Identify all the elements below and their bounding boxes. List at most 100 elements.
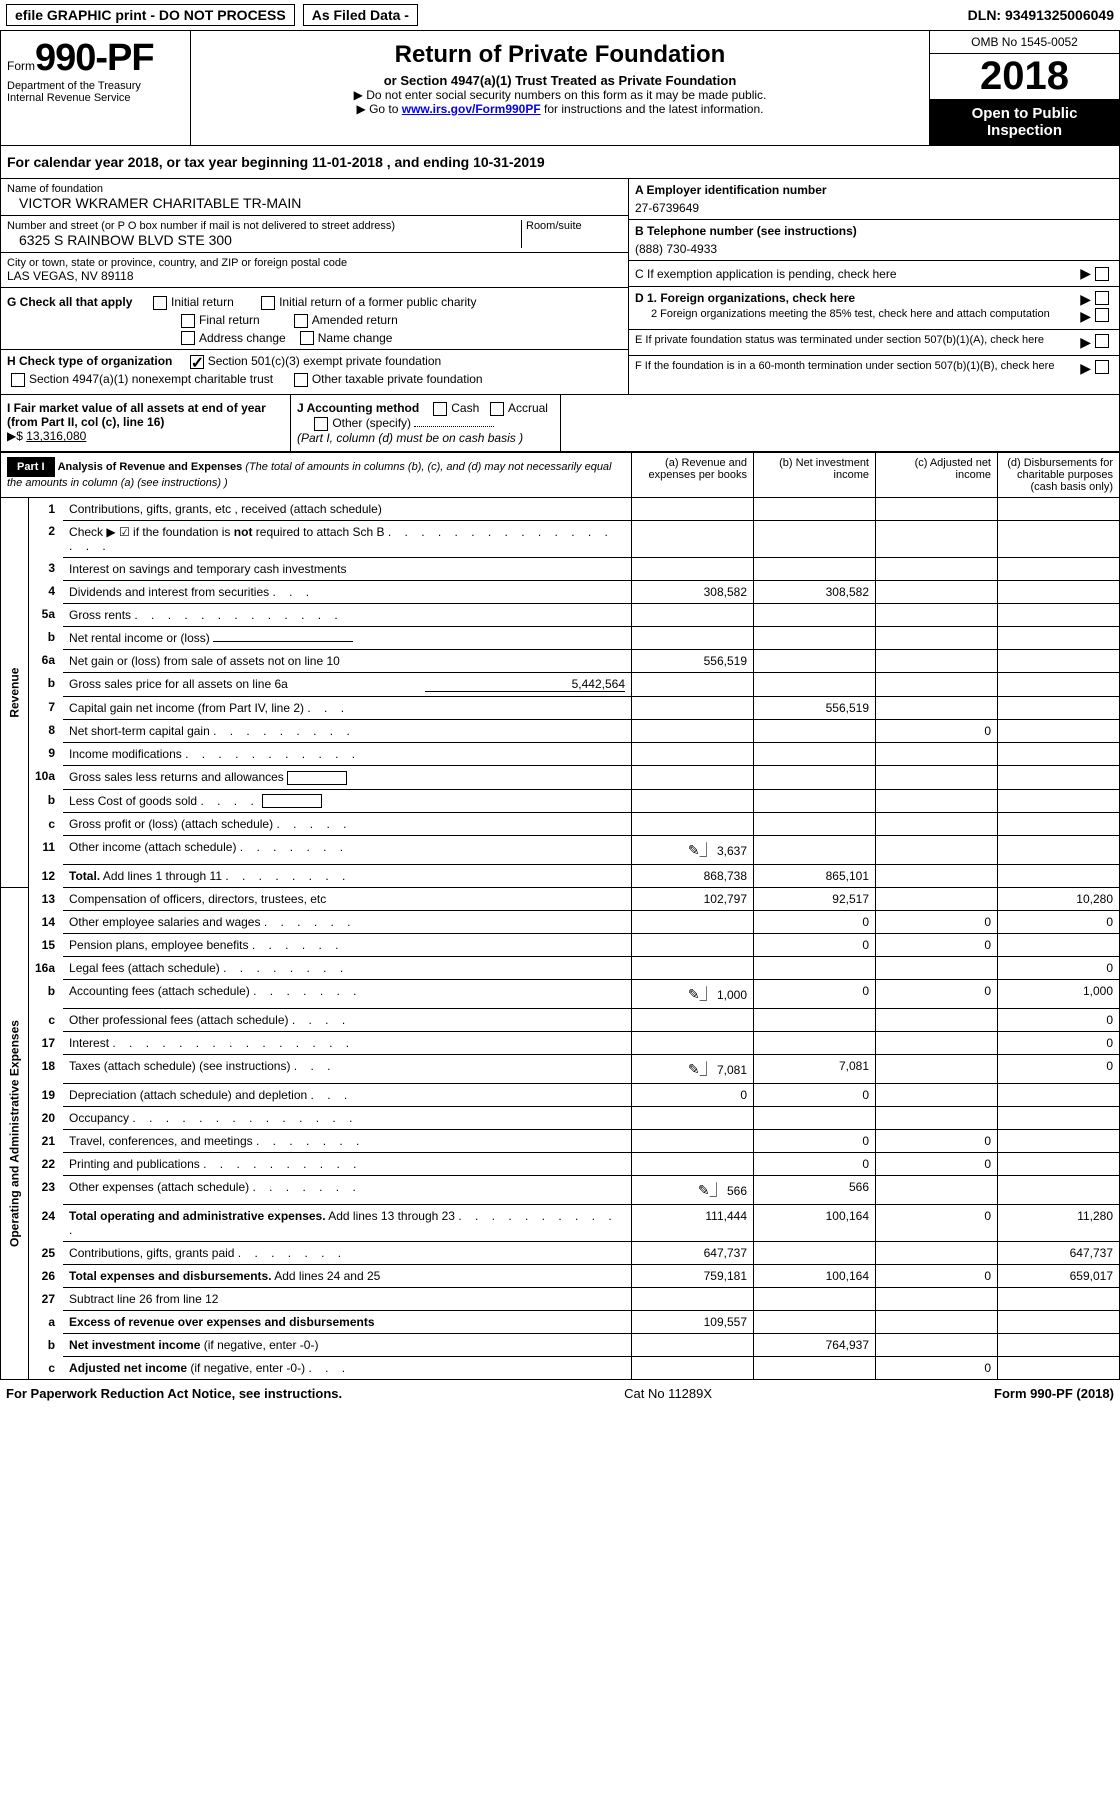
ein-value: 27-6739649 bbox=[635, 197, 1113, 215]
calendar-year: For calendar year 2018, or tax year begi… bbox=[0, 146, 1120, 179]
checkbox-initial[interactable] bbox=[153, 296, 167, 310]
city-state-zip: LAS VEGAS, NV 89118 bbox=[7, 269, 622, 283]
table-row: 23Other expenses (attach schedule) . . .… bbox=[1, 1176, 1120, 1205]
i-arrow: ▶$ bbox=[7, 429, 23, 443]
col-a-header: (a) Revenue and expenses per books bbox=[632, 452, 754, 497]
instr-1: ▶ Do not enter social security numbers o… bbox=[197, 88, 923, 102]
table-row: 22Printing and publications . . . . . . … bbox=[1, 1153, 1120, 1176]
open-public: Open to Public Inspection bbox=[930, 99, 1119, 145]
j-label: J Accounting method bbox=[297, 401, 419, 415]
table-row: cOther professional fees (attach schedul… bbox=[1, 1009, 1120, 1032]
row-ij: I Fair market value of all assets at end… bbox=[0, 395, 1120, 452]
section-label: Operating and Administrative Expenses bbox=[1, 888, 29, 1380]
checkbox-amended[interactable] bbox=[294, 314, 308, 328]
form-title: Return of Private Foundation bbox=[197, 41, 923, 69]
table-row: 6aNet gain or (loss) from sale of assets… bbox=[1, 649, 1120, 672]
dln: DLN: 93491325006049 bbox=[968, 7, 1114, 23]
checkbox-4947[interactable] bbox=[11, 373, 25, 387]
col-b-header: (b) Net investment income bbox=[754, 452, 876, 497]
tax-year: 2018 bbox=[930, 54, 1119, 99]
checkbox-initial-former[interactable] bbox=[261, 296, 275, 310]
d1-label: D 1. Foreign organizations, check here bbox=[635, 291, 1080, 308]
part1-title: Analysis of Revenue and Expenses bbox=[58, 461, 243, 473]
table-row: 9Income modifications . . . . . . . . . … bbox=[1, 742, 1120, 765]
col-c-header: (c) Adjusted net income bbox=[876, 452, 998, 497]
c-label: C If exemption application is pending, c… bbox=[635, 267, 1080, 281]
page-footer: For Paperwork Reduction Act Notice, see … bbox=[0, 1380, 1120, 1407]
section-label: Revenue bbox=[1, 497, 29, 888]
table-row: 17Interest . . . . . . . . . . . . . . .… bbox=[1, 1032, 1120, 1055]
instr-2: ▶ Go to www.irs.gov/Form990PF for instru… bbox=[197, 102, 923, 116]
street-label: Number and street (or P O box number if … bbox=[7, 220, 521, 232]
table-row: 4Dividends and interest from securities … bbox=[1, 580, 1120, 603]
table-row: 20Occupancy . . . . . . . . . . . . . . bbox=[1, 1107, 1120, 1130]
checkbox-d1[interactable] bbox=[1095, 291, 1109, 305]
table-row: Operating and Administrative Expenses13C… bbox=[1, 888, 1120, 911]
checkbox-f[interactable] bbox=[1095, 360, 1109, 374]
checkbox-final[interactable] bbox=[181, 314, 195, 328]
foundation-name: VICTOR WKRAMER CHARITABLE TR-MAIN bbox=[7, 195, 622, 211]
table-row: bAccounting fees (attach schedule) . . .… bbox=[1, 980, 1120, 1009]
d2-label: 2 Foreign organizations meeting the 85% … bbox=[651, 308, 1080, 325]
table-row: Revenue1Contributions, gifts, grants, et… bbox=[1, 497, 1120, 520]
phone-label: B Telephone number (see instructions) bbox=[635, 224, 1113, 238]
table-row: 8Net short-term capital gain . . . . . .… bbox=[1, 719, 1120, 742]
checkbox-501c3[interactable] bbox=[190, 355, 204, 369]
table-row: 16aLegal fees (attach schedule) . . . . … bbox=[1, 957, 1120, 980]
dept-2: Internal Revenue Service bbox=[7, 92, 184, 104]
table-row: 5aGross rents . . . . . . . . . . . . . bbox=[1, 603, 1120, 626]
arrow-icon: ▶ bbox=[1080, 265, 1091, 282]
part1-table: Part I Analysis of Revenue and Expenses … bbox=[0, 452, 1120, 1381]
table-row: 3Interest on savings and temporary cash … bbox=[1, 557, 1120, 580]
table-row: 25Contributions, gifts, grants paid . . … bbox=[1, 1242, 1120, 1265]
checkbox-d2[interactable] bbox=[1095, 308, 1109, 322]
attach-icon[interactable]: ✎⏌ bbox=[688, 840, 714, 860]
table-row: bNet investment income (if negative, ent… bbox=[1, 1334, 1120, 1357]
name-label: Name of foundation bbox=[7, 183, 622, 195]
attach-icon[interactable]: ✎⏌ bbox=[688, 984, 714, 1004]
checkbox-other-method[interactable] bbox=[314, 417, 328, 431]
attach-icon[interactable]: ✎⏌ bbox=[688, 1059, 714, 1079]
ein-label: A Employer identification number bbox=[635, 183, 1113, 197]
omb-number: OMB No 1545-0052 bbox=[930, 31, 1119, 54]
footer-right: Form 990-PF (2018) bbox=[994, 1386, 1114, 1401]
table-row: aExcess of revenue over expenses and dis… bbox=[1, 1311, 1120, 1334]
table-row: 15Pension plans, employee benefits . . .… bbox=[1, 934, 1120, 957]
table-row: bGross sales price for all assets on lin… bbox=[1, 672, 1120, 696]
checkbox-other-tax[interactable] bbox=[294, 373, 308, 387]
table-row: bLess Cost of goods sold . . . . bbox=[1, 789, 1120, 813]
street-address: 6325 S RAINBOW BLVD STE 300 bbox=[7, 232, 521, 248]
j-note: (Part I, column (d) must be on cash basi… bbox=[297, 431, 523, 445]
table-row: 19Depreciation (attach schedule) and dep… bbox=[1, 1084, 1120, 1107]
table-row: 14Other employee salaries and wages . . … bbox=[1, 911, 1120, 934]
g-label: G Check all that apply bbox=[7, 295, 132, 309]
checkbox-c[interactable] bbox=[1095, 267, 1109, 281]
foundation-info: Name of foundation VICTOR WKRAMER CHARIT… bbox=[0, 179, 1120, 395]
form-number: 990-PF bbox=[35, 37, 154, 79]
table-row: 26Total expenses and disbursements. Add … bbox=[1, 1265, 1120, 1288]
phone-value: (888) 730-4933 bbox=[635, 238, 1113, 256]
footer-left: For Paperwork Reduction Act Notice, see … bbox=[6, 1386, 342, 1401]
form-label: Form bbox=[7, 59, 35, 73]
checkbox-name[interactable] bbox=[300, 331, 314, 345]
attach-icon[interactable]: ✎⏌ bbox=[698, 1180, 724, 1200]
table-row: cAdjusted net income (if negative, enter… bbox=[1, 1357, 1120, 1380]
instructions-link[interactable]: www.irs.gov/Form990PF bbox=[402, 102, 541, 116]
table-row: 11Other income (attach schedule) . . . .… bbox=[1, 836, 1120, 865]
checkbox-accrual[interactable] bbox=[490, 402, 504, 416]
checkbox-e[interactable] bbox=[1095, 334, 1109, 348]
form-subtitle: or Section 4947(a)(1) Trust Treated as P… bbox=[197, 73, 923, 88]
checkbox-cash[interactable] bbox=[433, 402, 447, 416]
f-label: F If the foundation is in a 60-month ter… bbox=[635, 360, 1080, 377]
table-row: cGross profit or (loss) (attach schedule… bbox=[1, 813, 1120, 836]
checkbox-address[interactable] bbox=[181, 331, 195, 345]
city-label: City or town, state or province, country… bbox=[7, 257, 622, 269]
table-row: 18Taxes (attach schedule) (see instructi… bbox=[1, 1055, 1120, 1084]
efile-label: efile GRAPHIC print - DO NOT PROCESS bbox=[6, 4, 295, 26]
table-row: 7Capital gain net income (from Part IV, … bbox=[1, 696, 1120, 719]
i-label: I Fair market value of all assets at end… bbox=[7, 401, 266, 429]
col-d-header: (d) Disbursements for charitable purpose… bbox=[998, 452, 1120, 497]
e-label: E If private foundation status was termi… bbox=[635, 334, 1080, 351]
asfiled-label: As Filed Data - bbox=[303, 4, 418, 26]
fmv-value: 13,316,080 bbox=[26, 429, 86, 443]
